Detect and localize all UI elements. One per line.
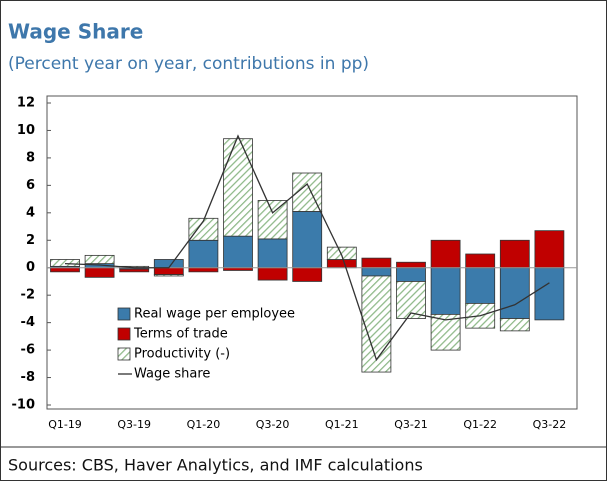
y-tick-label: 8 [26,150,35,165]
bar [430,267,461,315]
bar [430,313,461,351]
source-note: Sources: CBS, Haver Analytics, and IMF c… [8,456,423,475]
x-tick-label: Q1-20 [187,418,221,431]
bar [534,230,565,269]
bar [361,275,392,373]
x-tick-label: Q3-20 [256,418,290,431]
bar [396,267,426,282]
bar [396,261,426,269]
bar [534,267,565,321]
x-tick-label: Q1-19 [48,418,82,431]
chart-title: Wage Share [8,20,143,44]
bar [188,267,219,273]
bar [153,259,184,269]
bar [361,257,392,269]
bar [153,274,184,277]
bar [50,259,80,267]
legend-label: Real wage per employee [134,307,295,322]
y-tick-label: 12 [17,96,35,111]
bar [153,267,184,275]
x-tick-label: Q3-22 [533,418,567,431]
bar [361,267,392,277]
legend-swatch [117,307,131,321]
y-tick-label: 2 [26,233,35,248]
y-tick-label: 10 [17,123,35,138]
bar [499,267,530,319]
line [64,134,550,362]
y-tick-label: -10 [12,398,36,413]
bar [257,267,288,281]
bar [326,259,357,269]
bar [326,246,357,260]
bar [84,254,115,265]
y-tick-label: 6 [26,178,35,193]
legend-swatch [117,347,131,361]
bar [465,253,496,269]
y-tick-label: -2 [21,288,35,303]
y-tick-label: -4 [21,315,35,330]
x-tick-label: Q3-19 [117,418,151,431]
bar [119,268,150,273]
legend-label: Productivity (-) [134,347,230,362]
bar [292,267,323,282]
legend-label: Terms of trade [133,327,228,342]
bar [223,235,253,269]
bar [84,267,115,278]
bar [499,318,530,332]
bar [50,267,80,273]
y-tick-label: -8 [21,370,35,385]
bar [188,217,219,241]
bar [257,200,288,240]
x-tick-label: Q3-21 [394,418,428,431]
bar [257,238,288,269]
x-tick-label: Q1-22 [463,418,497,431]
bar [188,239,219,269]
x-tick-label: Q1-21 [325,418,359,431]
bar [465,303,496,329]
plot-frame [46,95,578,410]
legend-swatch [117,327,131,341]
y-tick-label: 0 [26,260,35,275]
y-tick-label: -6 [21,343,35,358]
bar [430,239,461,269]
bar [465,267,496,304]
legend-label: Wage share [134,367,210,382]
chart-subtitle: (Percent year on year, contributions in … [8,54,369,74]
bar [223,138,253,237]
y-tick-label: 4 [26,205,35,220]
bar [292,211,323,269]
bar [396,281,426,319]
bar [499,239,530,269]
